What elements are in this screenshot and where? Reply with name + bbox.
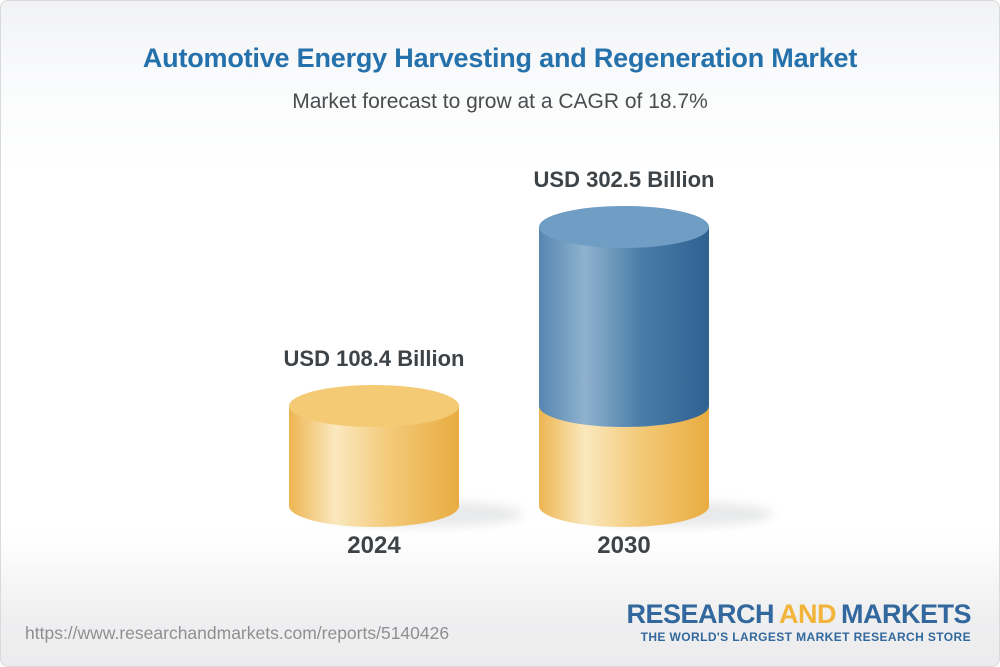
category-label-2030: 2030 xyxy=(597,532,651,559)
cylinder-2030-base-body xyxy=(539,406,709,527)
cylinder-2024-body xyxy=(289,406,459,527)
cylinder-2030-growth-body xyxy=(539,226,709,427)
research-and-markets-logo: RESEARCH AND MARKETS THE WORLD'S LARGEST M… xyxy=(626,600,971,644)
logo-wordmark: RESEARCH AND MARKETS xyxy=(626,600,971,628)
value-label-2030: USD 302.5 Billion xyxy=(533,166,715,192)
cylinder-2024-top xyxy=(289,385,459,427)
logo-word-and: AND xyxy=(779,599,837,629)
cylinder-2030-top xyxy=(539,205,709,248)
category-label-2024: 2024 xyxy=(347,532,401,559)
chart-subtitle: Market forecast to grow at a CAGR of 18.… xyxy=(292,90,708,113)
logo-tagline: THE WORLD'S LARGEST MARKET RESEARCH STOR… xyxy=(640,630,971,644)
report-url: https://www.researchandmarkets.com/repor… xyxy=(25,623,450,643)
logo-word-markets: MARKETS xyxy=(841,599,972,629)
value-label-2024: USD 108.4 Billion xyxy=(283,346,465,371)
logo-word-research: RESEARCH xyxy=(626,599,774,629)
chart-title: Automotive Energy Harvesting and Regener… xyxy=(142,43,858,73)
